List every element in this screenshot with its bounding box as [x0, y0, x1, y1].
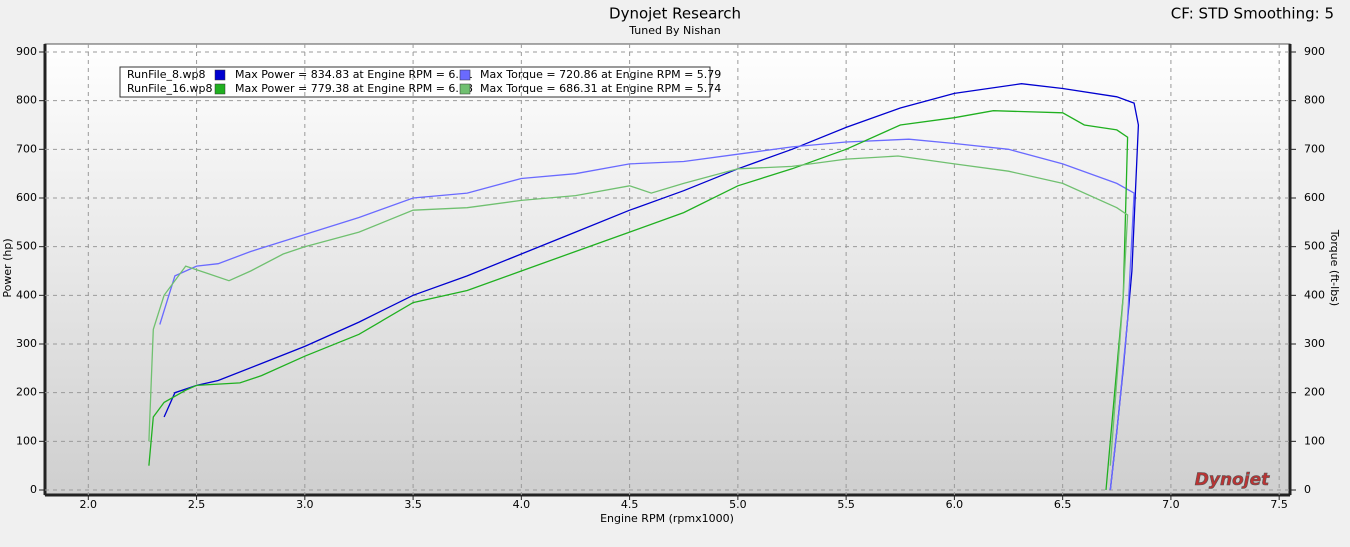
y2-tick-label: 200 — [1304, 386, 1325, 399]
series-line — [159, 138, 1135, 491]
y-tick-label: 600 — [16, 191, 37, 204]
legend-swatch — [214, 69, 226, 81]
y2-tick-label: 300 — [1304, 337, 1325, 350]
legend-run: RunFile_8.wp8 — [127, 68, 205, 81]
x-tick-label: 2.5 — [188, 498, 206, 511]
legend-run: RunFile_16.wp8 — [127, 82, 212, 95]
legend-swatch — [459, 69, 471, 81]
x-tick-label: 3.5 — [404, 498, 422, 511]
series-line — [148, 110, 1129, 491]
y-tick-label: 500 — [16, 240, 37, 253]
legend-label: Max Torque = 720.86 at Engine RPM = 5.79 — [480, 68, 721, 81]
x-tick-label: 7.5 — [1270, 498, 1288, 511]
y2-tick-label: 700 — [1304, 142, 1325, 155]
plot-area — [44, 43, 1291, 496]
corner-note: CF: STD Smoothing: 5 — [1171, 5, 1334, 23]
legend-label: Max Power = 834.83 at Engine RPM = 6.31 — [235, 68, 473, 81]
x-tick-label: 6.5 — [1054, 498, 1072, 511]
y2-tick-label: 900 — [1304, 45, 1325, 58]
y2-tick-label: 400 — [1304, 288, 1325, 301]
x-tick-label: 7.0 — [1162, 498, 1180, 511]
legend-swatch — [459, 83, 471, 95]
chart-subtitle: Tuned By Nishan — [628, 24, 721, 37]
y-tick-label: 200 — [16, 386, 37, 399]
y-tick-label: 0 — [30, 483, 37, 496]
y-axis-title: Power (hp) — [1, 238, 14, 297]
y-tick-label: 400 — [16, 288, 37, 301]
x-tick-label: 4.0 — [513, 498, 531, 511]
y2-tick-label: 0 — [1304, 483, 1311, 496]
y2-tick-label: 600 — [1304, 191, 1325, 204]
x-tick-label: 3.0 — [296, 498, 314, 511]
chart-title: Dynojet Research — [609, 5, 741, 23]
y2-tick-label: 500 — [1304, 240, 1325, 253]
y2-tick-label: 800 — [1304, 94, 1325, 107]
x-tick-label: 5.5 — [837, 498, 855, 511]
watermark: Dynojet — [1195, 470, 1270, 490]
series-line — [148, 155, 1129, 466]
x-tick-label: 2.0 — [80, 498, 98, 511]
x-tick-label: 6.0 — [946, 498, 964, 511]
y-tick-label: 800 — [16, 94, 37, 107]
y-tick-label: 700 — [16, 142, 37, 155]
legend-label: Max Torque = 686.31 at Engine RPM = 5.74 — [480, 82, 721, 95]
y2-axis-title: Torque (ft-lbs) — [1328, 229, 1341, 306]
x-tick-label: 4.5 — [621, 498, 639, 511]
y-tick-label: 100 — [16, 434, 37, 447]
y-tick-label: 300 — [16, 337, 37, 350]
legend-swatch — [214, 83, 226, 95]
y-tick-label: 900 — [16, 45, 37, 58]
x-axis-title: Engine RPM (rpmx1000) — [600, 512, 734, 525]
y2-tick-label: 100 — [1304, 434, 1325, 447]
x-tick-label: 5.0 — [729, 498, 747, 511]
legend-label: Max Power = 779.38 at Engine RPM = 6.18 — [235, 82, 473, 95]
